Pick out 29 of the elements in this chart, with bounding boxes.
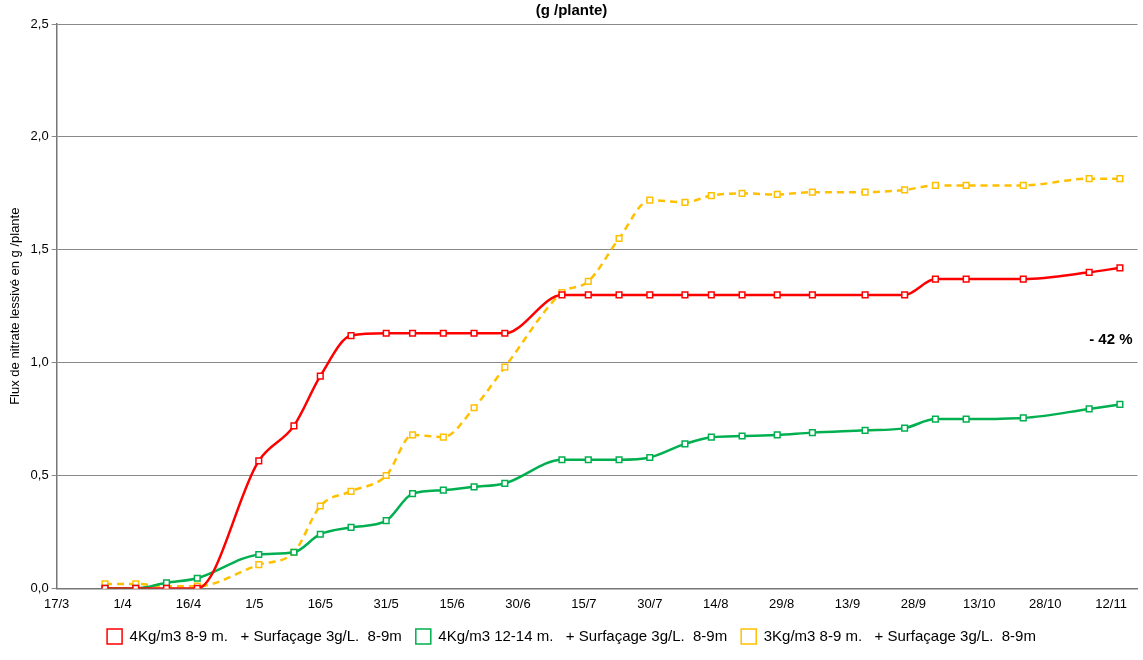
x-tick-label: 14/8 — [703, 595, 729, 611]
x-tick-label: 16/4 — [175, 595, 202, 611]
y-tick-label: 2,5 — [30, 15, 49, 31]
x-tick-label: 12/11 — [1095, 595, 1127, 611]
x-tick-label: 13/9 — [834, 595, 861, 611]
x-tick-label: 28/9 — [900, 595, 927, 611]
legend-label: 4Kg/m3 8-9 m. + Surfaçage 3g/L. 8-9m — [129, 626, 402, 644]
y-tick-label: 2,0 — [30, 128, 49, 144]
y-tick-label: 1,5 — [30, 241, 49, 257]
x-tick-label: 15/6 — [439, 595, 465, 611]
x-tick-label: 28/10 — [1028, 595, 1062, 611]
y-tick-label: 0,0 — [30, 579, 49, 595]
x-tick-label: 13/10 — [963, 595, 996, 611]
x-tick-label: 1/4 — [113, 595, 132, 611]
legend-label: 3Kg/m3 8-9 m. + Surfaçage 3g/L. 8-9m — [763, 626, 1036, 644]
legend-label: 4Kg/m3 12-14 m. + Surfaçage 3g/L. 8-9m — [438, 626, 728, 644]
x-tick-label: 1/5 — [245, 595, 264, 611]
x-tick-label: 30/6 — [505, 595, 531, 611]
x-tick-label: 16/5 — [307, 595, 333, 611]
y-tick-label: 0,5 — [30, 467, 49, 483]
x-tick-label: 29/8 — [768, 595, 795, 611]
y-tick-label: 1,0 — [30, 354, 49, 370]
x-tick-label: 30/7 — [637, 595, 663, 611]
x-tick-label: 17/3 — [44, 595, 70, 611]
x-tick-label: 31/5 — [373, 595, 399, 611]
x-tick-label: 15/7 — [571, 595, 597, 611]
y-axis-title: Flux de nitrate lessivé en g /plante — [7, 207, 23, 405]
annotation: - 42 % — [1089, 330, 1133, 348]
chart-title: (g /plante) — [535, 1, 608, 19]
